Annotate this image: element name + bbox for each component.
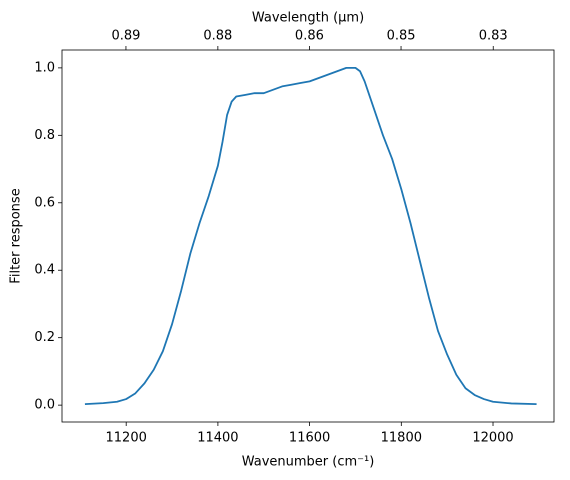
x2-axis-label: Wavelength (μm) bbox=[252, 11, 364, 26]
x-tick-label: 11600 bbox=[289, 431, 330, 446]
x2-tick-label: 0.85 bbox=[387, 29, 416, 44]
x-tick-label: 11400 bbox=[197, 431, 238, 446]
y-tick-label: 0.8 bbox=[34, 128, 55, 143]
x-tick-label: 11200 bbox=[106, 431, 147, 446]
x-tick-label: 11800 bbox=[381, 431, 422, 446]
x-tick-label: 12000 bbox=[472, 431, 513, 446]
y-axis-label: Filter response bbox=[9, 188, 24, 283]
x2-tick-label: 0.86 bbox=[295, 29, 324, 44]
x2-tick-label: 0.83 bbox=[479, 29, 508, 44]
filter-curve bbox=[84, 66, 537, 406]
plot-frame bbox=[61, 49, 555, 423]
y-tick-label: 0.4 bbox=[34, 263, 55, 278]
x2-tick-label: 0.89 bbox=[111, 29, 140, 44]
y-tick-label: 0.6 bbox=[34, 195, 55, 210]
x-axis-label: Wavenumber (cm⁻¹) bbox=[242, 455, 375, 470]
y-tick-label: 0.2 bbox=[34, 330, 55, 345]
x2-tick-label: 0.88 bbox=[203, 29, 232, 44]
y-tick-label: 0.0 bbox=[34, 398, 55, 413]
y-tick-label: 1.0 bbox=[34, 60, 55, 75]
